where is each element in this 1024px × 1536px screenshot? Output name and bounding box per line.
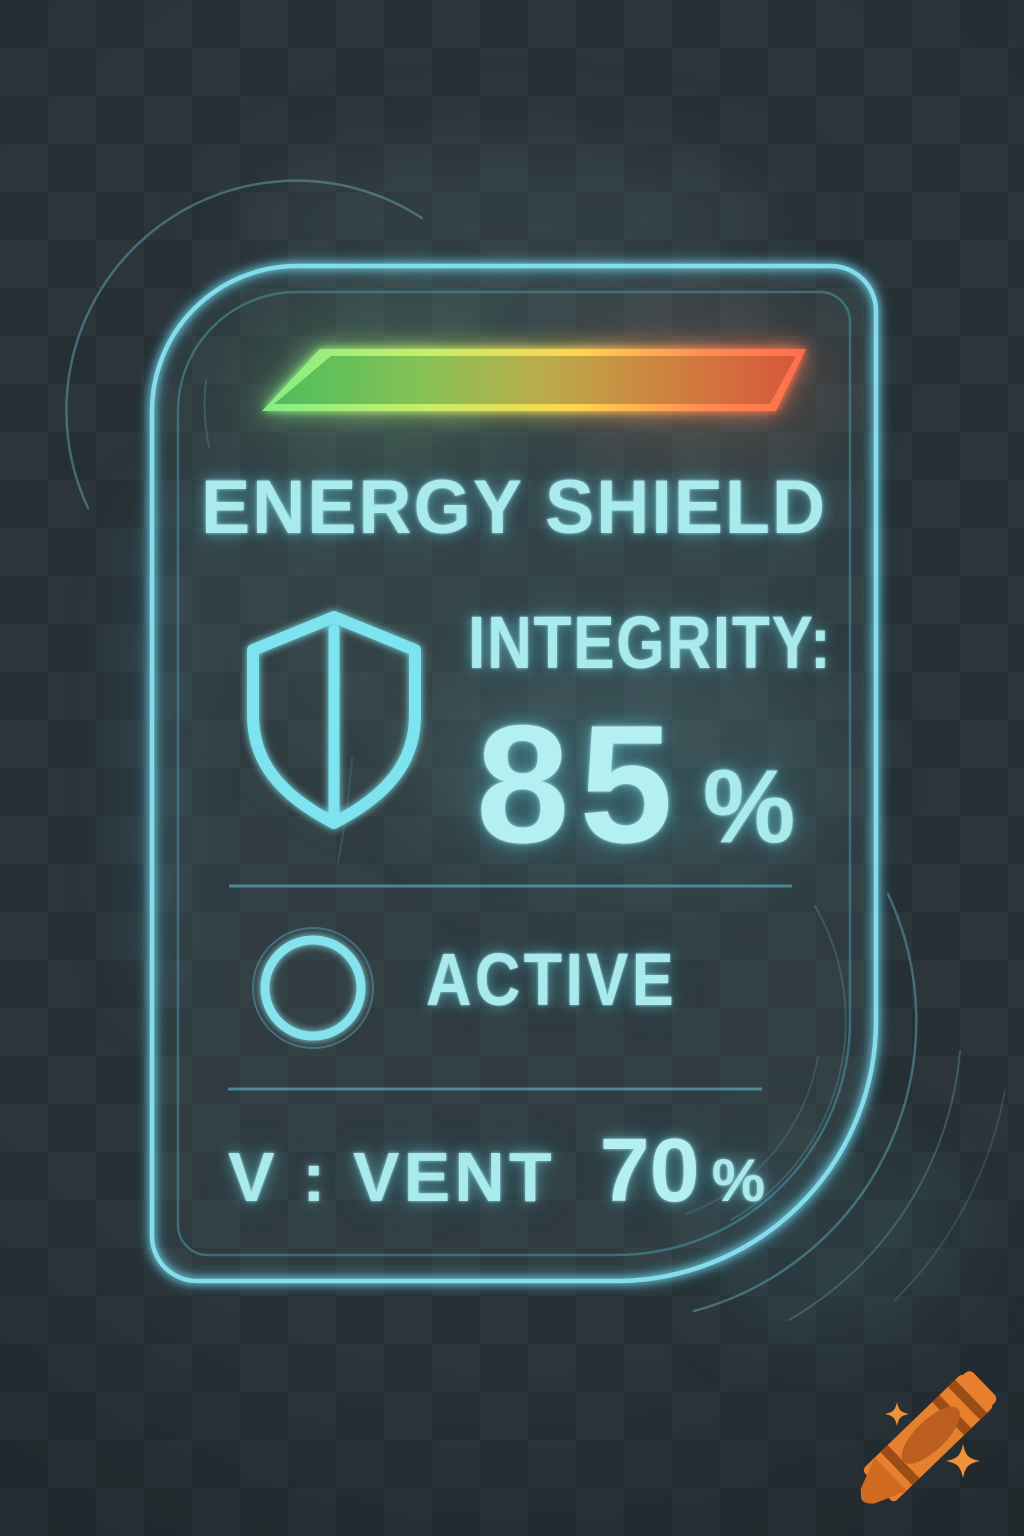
vent-unit: % (711, 1147, 766, 1214)
panel-title: ENERGY SHIELD (200, 465, 828, 550)
health-bar (262, 349, 806, 411)
crayon-logo-icon (860, 1371, 997, 1504)
status-label: ACTIVE (426, 938, 678, 1021)
ring-icon (252, 927, 374, 1049)
integrity-value-row: 85 % (476, 700, 795, 868)
panel-inner-border (176, 290, 852, 1257)
vent-label: V : VENT (228, 1138, 556, 1216)
vent-value: 70 (599, 1121, 700, 1221)
corner-arcs-bottom-right (685, 892, 1006, 1321)
shield-icon (247, 611, 421, 829)
sparkle-icon (946, 1444, 980, 1478)
integrity-unit: % (702, 749, 796, 865)
integrity-label: INTEGRITY: (468, 601, 833, 684)
integrity-value: 85 (476, 690, 683, 878)
sparkle-icon (885, 1402, 909, 1426)
vent-row: V : VENT 70 % (228, 1126, 765, 1216)
panel-border (149, 263, 879, 1284)
